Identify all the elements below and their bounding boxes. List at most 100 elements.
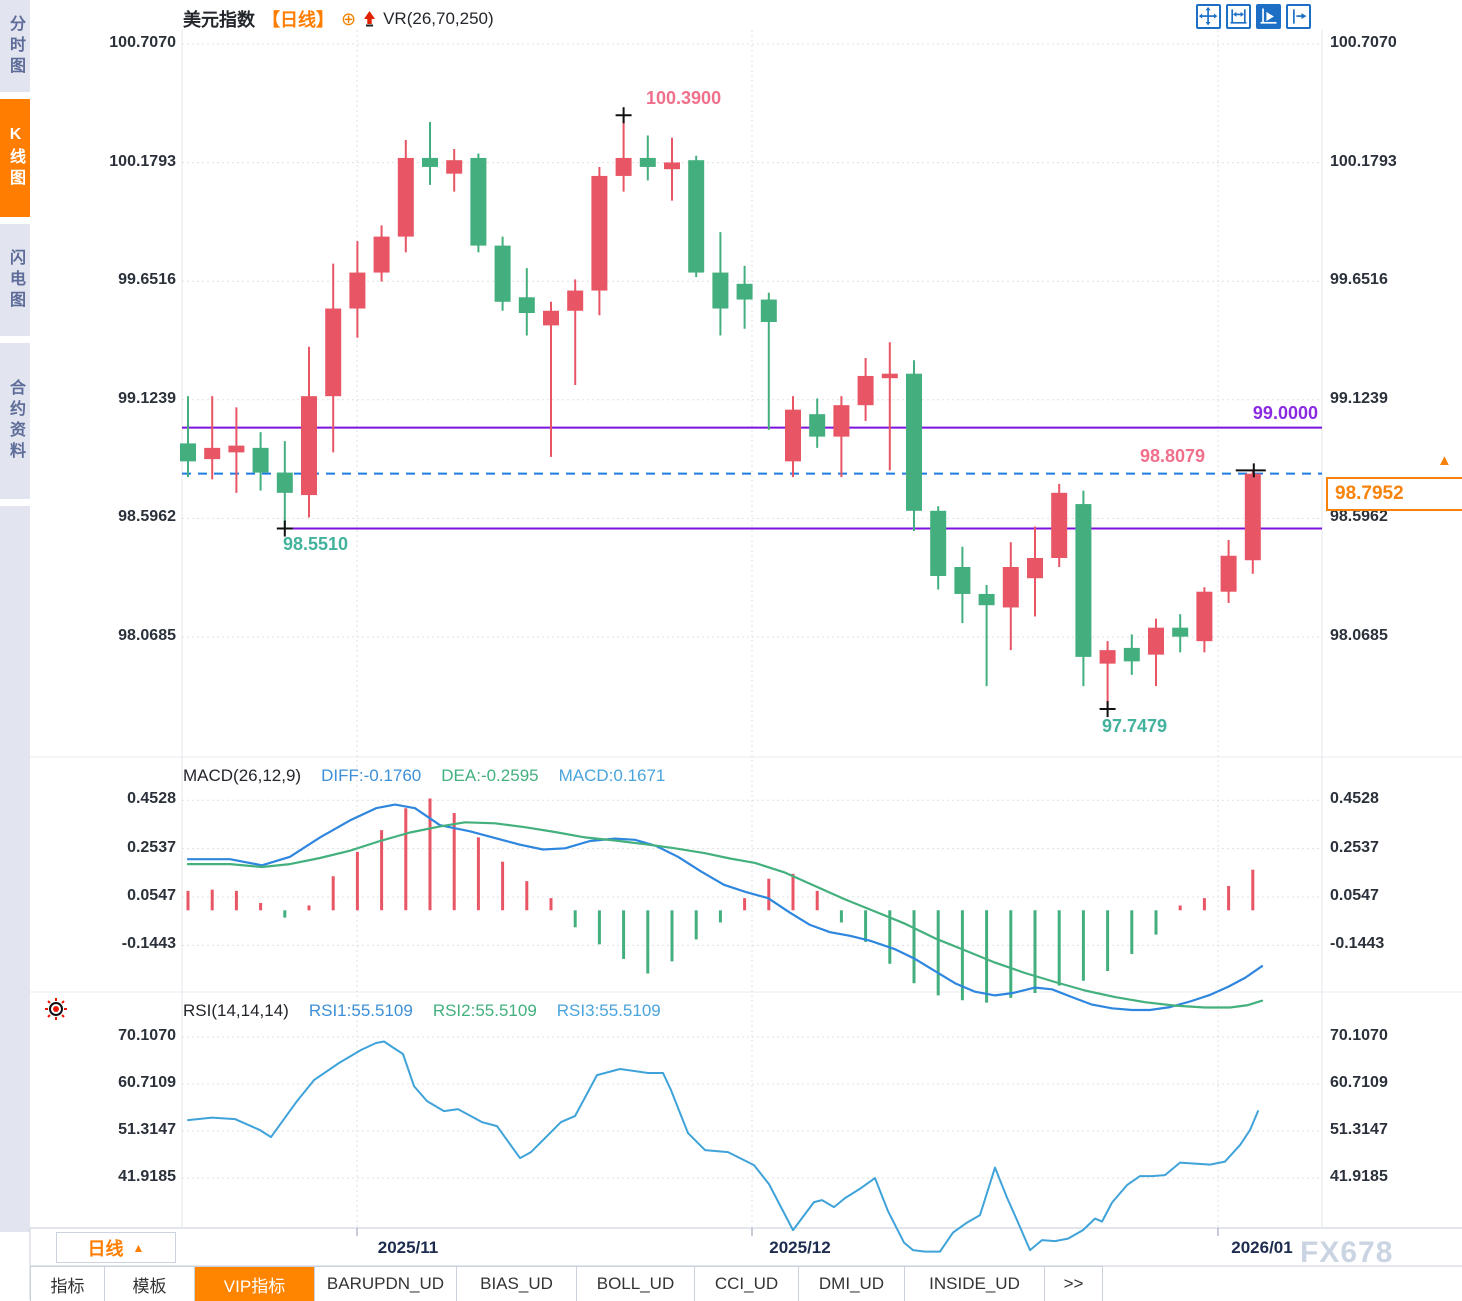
- current-price-box: 98.7952: [1326, 477, 1462, 511]
- tab-vip指标[interactable]: VIP指标: [195, 1267, 315, 1301]
- price-axis-tick-right: 100.1793: [1330, 152, 1397, 170]
- candle: [785, 409, 801, 462]
- sidebar-item-1[interactable]: 分时图: [0, 0, 30, 92]
- macd-axis-tick-left: -0.1443: [121, 935, 176, 953]
- candle: [736, 283, 753, 300]
- pan-crosshair-icon[interactable]: [1196, 4, 1221, 29]
- price-axis-tick-right: 98.0685: [1330, 627, 1388, 644]
- tab->>[interactable]: >>: [1045, 1267, 1103, 1301]
- red-up-arrow-icon: [364, 11, 376, 27]
- macd-axis-tick-left: 0.0547: [127, 887, 176, 904]
- candle: [494, 245, 511, 302]
- sidebar-item-3[interactable]: 闪电图: [0, 224, 30, 336]
- candle: [1099, 650, 1116, 664]
- tab-模板[interactable]: 模板: [105, 1267, 195, 1301]
- tab-boll_ud[interactable]: BOLL_UD: [577, 1267, 695, 1301]
- rsi3-value: RSI3:55.5109: [556, 1001, 661, 1020]
- candle: [1196, 591, 1213, 642]
- price-axis-tick-left: 100.1793: [109, 152, 176, 170]
- indicator-label: VR(26,70,250): [383, 9, 494, 28]
- candle: [615, 157, 632, 176]
- candle: [228, 445, 245, 453]
- rsi-title: RSI(14,14,14): [183, 1001, 289, 1020]
- left-sidebar: 分时图 K线图闪电图合约资料: [0, 0, 30, 1232]
- x-axis-date: 2025/12: [769, 1238, 831, 1257]
- macd-title: MACD(26,12,9): [183, 766, 302, 785]
- add-circle-icon[interactable]: ⊕: [341, 9, 357, 29]
- candle: [1123, 647, 1140, 662]
- watermark: FX678: [1300, 1236, 1394, 1269]
- tab-dmi_ud[interactable]: DMI_UD: [799, 1267, 905, 1301]
- symbol-name: 美元指数: [183, 10, 255, 30]
- tab-inside_ud[interactable]: INSIDE_UD: [905, 1267, 1045, 1301]
- candle: [760, 299, 777, 323]
- candle: [325, 308, 342, 397]
- candle: [252, 447, 269, 473]
- candle: [1051, 492, 1068, 559]
- candle: [1220, 555, 1237, 592]
- rsi2-value: RSI2:55.5109: [432, 1001, 537, 1020]
- period-selector-button[interactable]: 日线 ▲: [56, 1232, 176, 1263]
- indicator-tab-bar: 指标 模板 VIP指标 BARUPDN_UD BIAS_UD BOLL_UD CCI_UD D…: [30, 1266, 1103, 1301]
- candle: [906, 373, 922, 511]
- high-price-label: 100.3900: [646, 88, 722, 108]
- candle: [591, 175, 608, 291]
- candle: [1075, 504, 1092, 657]
- candle: [664, 162, 680, 170]
- macd-macd-value: MACD:0.1671: [558, 766, 666, 785]
- candle: [301, 396, 317, 496]
- candle: [204, 447, 221, 460]
- tab-barupdn_ud[interactable]: BARUPDN_UD: [315, 1267, 457, 1301]
- tab-bias_ud[interactable]: BIAS_UD: [457, 1267, 577, 1301]
- tab-cci_ud[interactable]: CCI_UD: [695, 1267, 799, 1301]
- scroll-right-icon[interactable]: [1286, 4, 1311, 29]
- candle: [518, 297, 535, 314]
- candle: [688, 160, 705, 273]
- rsi-axis-tick-right: 41.9185: [1330, 1167, 1388, 1185]
- chart-title-row: 美元指数 【日线】 ⊕ VR(26,70,250): [183, 6, 494, 32]
- candle: [470, 157, 487, 246]
- price-axis-tick-right: 99.6516: [1330, 271, 1388, 289]
- candle: [1148, 627, 1164, 655]
- tab-指标[interactable]: 指标: [31, 1267, 105, 1301]
- macd-axis-tick-left: 0.2537: [127, 838, 176, 856]
- x-axis-date: 2026/01: [1231, 1238, 1293, 1257]
- swing-low-label: 98.5510: [283, 534, 349, 554]
- auto-scale-icon[interactable]: [1256, 4, 1281, 29]
- candle: [276, 472, 293, 493]
- price-axis-tick-right: 98.5962: [1330, 508, 1388, 526]
- candle: [446, 160, 463, 174]
- level-line-label: 99.0000: [1252, 403, 1318, 423]
- rsi-axis-tick-left: 60.7109: [118, 1073, 176, 1091]
- candle: [1244, 473, 1261, 561]
- candle: [881, 373, 898, 379]
- rsi-axis-tick-left: 51.3147: [118, 1120, 176, 1138]
- candle: [567, 290, 584, 311]
- period-arrow-icon: ▲: [132, 1240, 145, 1255]
- candle: [639, 157, 656, 167]
- rsi-axis-tick-left: 41.9185: [118, 1167, 176, 1185]
- macd-axis-tick-right: 0.0547: [1330, 887, 1379, 904]
- price-axis-tick-left: 100.7070: [109, 34, 176, 51]
- candle: [930, 510, 947, 576]
- candle: [397, 157, 414, 237]
- indicator-settings-sun-icon[interactable]: [44, 997, 68, 1021]
- rsi-axis-tick-right: 60.7109: [1330, 1073, 1388, 1091]
- macd-header: MACD(26,12,9) DIFF:-0.1760 DEA:-0.2595 M…: [183, 766, 665, 786]
- sidebar-item-4[interactable]: 合约资料: [0, 343, 30, 499]
- low-price-label: 97.7479: [1102, 716, 1168, 736]
- macd-dea-value: DEA:-0.2595: [441, 766, 539, 785]
- candle: [857, 375, 874, 406]
- sidebar-item-2[interactable]: K线图: [0, 99, 30, 217]
- macd-axis-tick-left: 0.4528: [127, 790, 176, 808]
- price-axis-tick-right: 99.1239: [1330, 389, 1388, 407]
- candle: [809, 414, 826, 437]
- rsi-axis-tick-right: 70.1070: [1330, 1027, 1388, 1044]
- candle: [978, 593, 995, 606]
- candle: [1027, 558, 1043, 579]
- rsi-axis-tick-right: 51.3147: [1330, 1120, 1388, 1138]
- candle: [422, 157, 438, 167]
- zoom-axes-icon[interactable]: [1226, 4, 1251, 29]
